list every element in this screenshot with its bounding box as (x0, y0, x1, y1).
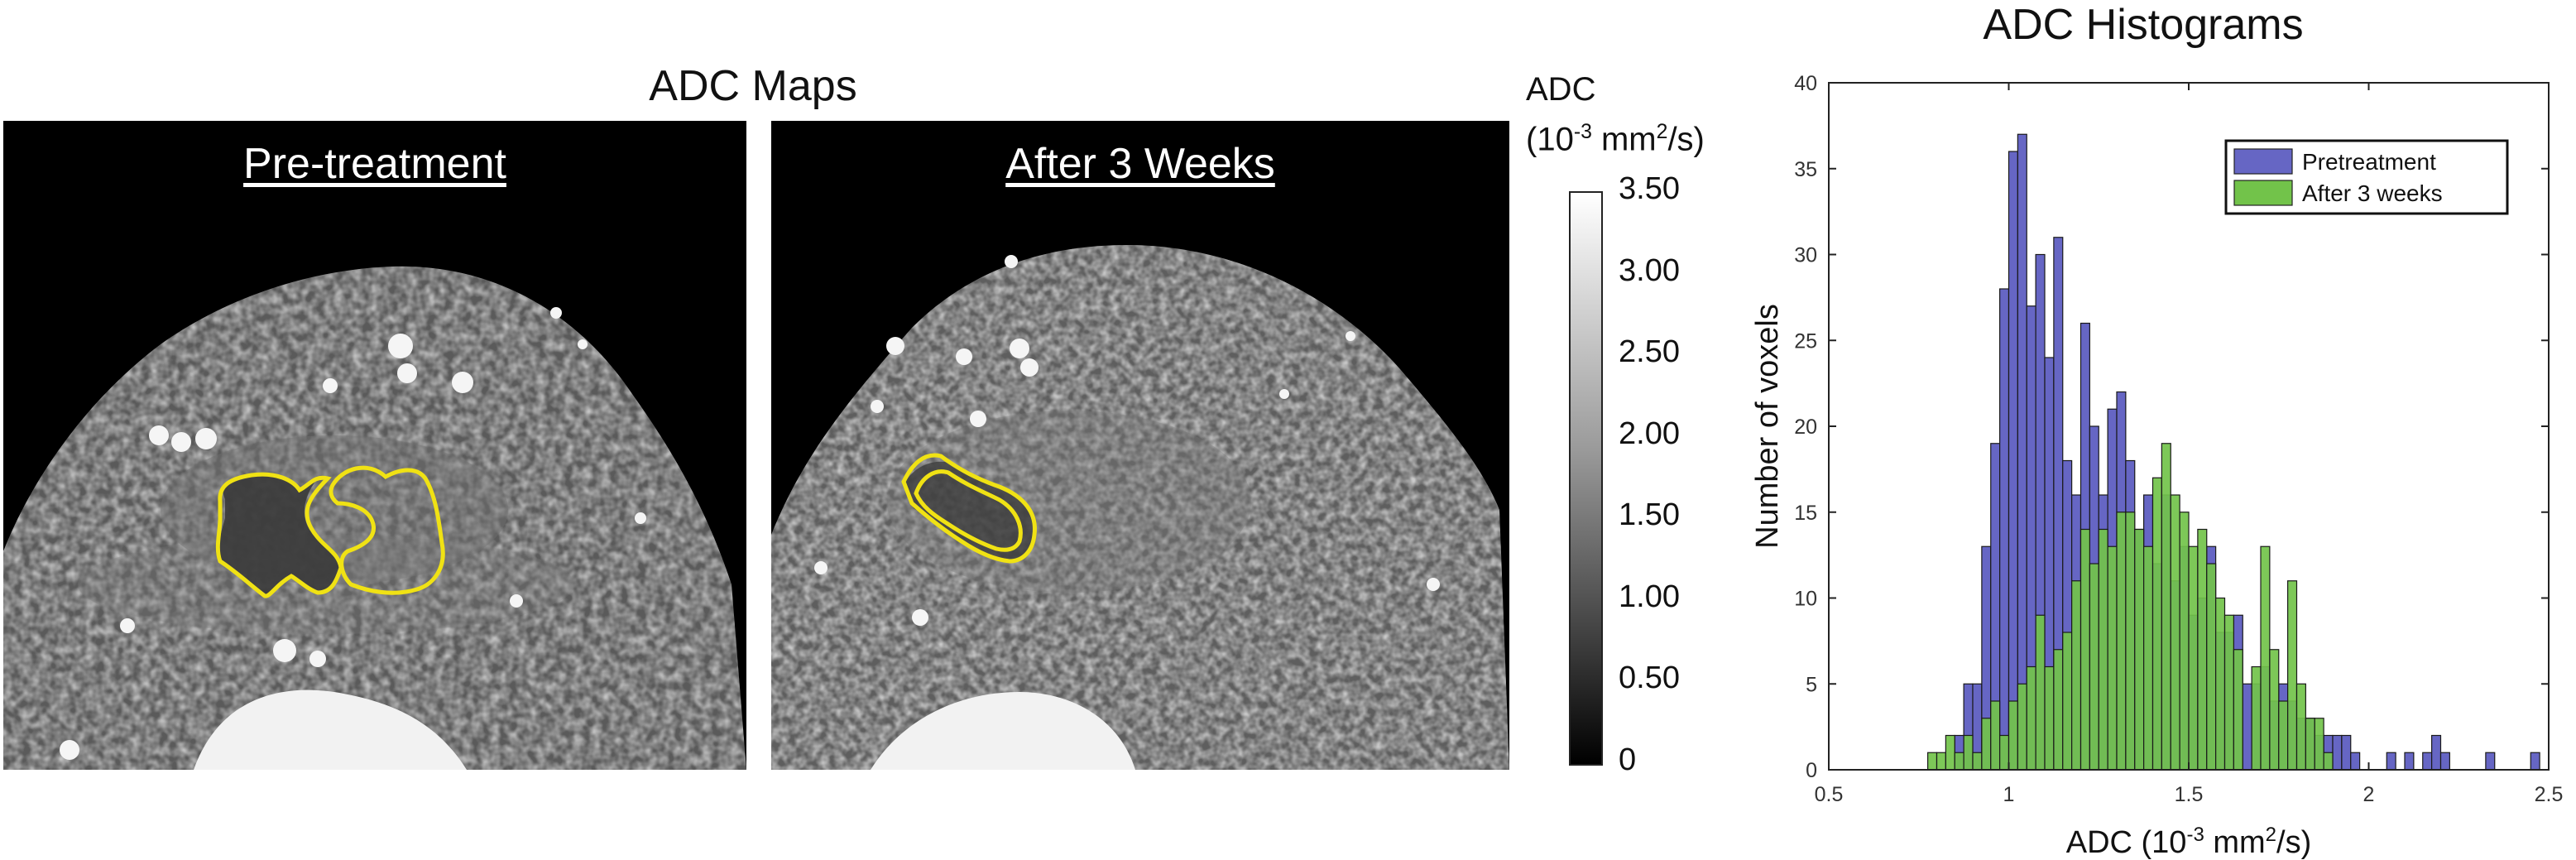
histogram-bar (1945, 734, 1955, 771)
histogram-bar (2223, 614, 2234, 771)
histogram-bar (2485, 752, 2496, 771)
histogram-bar (2251, 665, 2262, 771)
x-tick-label: 1 (2003, 783, 2015, 806)
histogram-bar (1990, 700, 2001, 771)
colorbar-title-line1: ADC (1526, 71, 1596, 108)
histogram-bar (1972, 752, 1983, 771)
legend-label: After 3 weeks (2302, 180, 2443, 206)
colorbar-tick-label: 0 (1619, 742, 1637, 777)
histogram-bar (2116, 512, 2127, 771)
y-tick-label: 20 (1794, 416, 1817, 439)
x-tick-label: 0.5 (1815, 783, 1844, 806)
histogram-bar (2332, 734, 2343, 771)
histogram-bar (2439, 752, 2450, 771)
y-tick-label: 35 (1794, 158, 1817, 181)
histogram-bar (2071, 580, 2082, 771)
y-tick-label: 25 (1794, 329, 1817, 353)
histogram-bar (2017, 683, 2027, 771)
histogram-bar (2089, 563, 2099, 771)
histogram-bar (1981, 718, 1992, 771)
histogram-bar (2269, 649, 2280, 771)
histogram-bar (2188, 545, 2199, 771)
histogram-bar (1963, 734, 1974, 771)
histogram-bar (2422, 752, 2433, 771)
x-tick-label: 2 (2363, 783, 2375, 806)
histogram-bar (2107, 545, 2118, 771)
histogram-bar (2242, 683, 2252, 771)
colorbar-tick-label: 3.50 (1619, 171, 1680, 206)
histogram-bar (2386, 752, 2396, 771)
colorbar-tick-label: 2.00 (1619, 416, 1680, 451)
pretreatment-map-image (3, 121, 746, 770)
y-tick-label: 30 (1794, 244, 1817, 267)
histogram-bar (2431, 734, 2442, 771)
histogram-bar (2197, 528, 2208, 771)
histogram-bar (2305, 718, 2315, 771)
histogram-bar (2125, 512, 2136, 771)
after-3-weeks-label: After 3 Weeks (1005, 140, 1275, 188)
histogram-bar (2035, 614, 2046, 771)
histogram-bar (2233, 649, 2243, 771)
histogram-bar (1999, 734, 2010, 771)
colorbar-tick-label: 0.50 (1619, 661, 1680, 696)
histogram-bar (2170, 494, 2180, 771)
histogram-bar (2295, 683, 2306, 771)
histogram-bar (2134, 528, 2145, 771)
histogram-bar (2053, 649, 2064, 771)
pretreatment-adc-map: Pre-treatment (3, 121, 746, 770)
histogram-bar (2215, 597, 2226, 771)
legend-label: Pretreatment (2302, 149, 2436, 175)
y-tick-label: 40 (1794, 72, 1817, 95)
histogram-bar (2044, 665, 2055, 771)
histogram-bar (2323, 752, 2334, 771)
colorbar-tick-label: 3.00 (1619, 252, 1680, 288)
y-tick-label: 10 (1794, 588, 1817, 611)
colorbar-gradient (1569, 191, 1603, 766)
histogram-bar (2017, 133, 2027, 771)
histogram-bar (2530, 752, 2540, 771)
colorbar-tick-label: 2.50 (1619, 334, 1680, 370)
histogram-bar (2098, 528, 2108, 771)
histogram-bar (1927, 752, 1938, 771)
histogram-bar (2151, 477, 2162, 771)
histogram-bar (2080, 528, 2090, 771)
histogram-bar (1954, 752, 1964, 771)
histogram-bar (2206, 563, 2217, 771)
y-tick-label: 5 (1806, 673, 1817, 696)
y-tick-label: 15 (1794, 502, 1817, 525)
histogram-bar (2062, 632, 2073, 771)
after-3-weeks-map-image (771, 121, 1509, 770)
histogram-bar (2350, 752, 2361, 771)
histogram-bar (2278, 700, 2289, 771)
adc-histogram-chart: 0 5 10 15 20 25 30 35 40 0.5 1 1.5 2 2.5 Number of vox… (1750, 72, 2564, 860)
histogram-bar (2008, 700, 2018, 771)
histogram-bar (2287, 580, 2298, 771)
y-axis-label: Number of voxels (1750, 304, 1785, 549)
histogram-bar (2026, 665, 2036, 771)
legend-swatch (2233, 148, 2293, 175)
histogram-bar (2143, 545, 2154, 771)
histogram-bar (2161, 443, 2171, 771)
colorbar-title-line2: (10-3 mm2/s) (1526, 121, 1705, 158)
pretreatment-label: Pre-treatment (243, 140, 506, 188)
legend-swatch (2233, 180, 2293, 206)
after-3-weeks-adc-map: After 3 Weeks (771, 121, 1509, 770)
histogram-title: ADC Histograms (1983, 1, 2304, 49)
colorbar-title: ADC (10-3 mm2/s) (1526, 68, 1705, 161)
colorbar-tick-label: 1.50 (1619, 497, 1680, 533)
x-axis-label: ADC (10-3 mm2/s) (2066, 824, 2312, 860)
histogram-bar (2314, 718, 2324, 771)
histogram-bar (2260, 545, 2271, 771)
histogram-bar (1936, 752, 1946, 771)
histogram-bar (2179, 512, 2190, 771)
x-tick-label: 2.5 (2535, 783, 2564, 806)
histogram-bar (2008, 151, 2018, 771)
maps-title: ADC Maps (649, 62, 857, 110)
x-tick-label: 1.5 (2175, 783, 2204, 806)
y-tick-label: 0 (1806, 759, 1817, 782)
histogram-bar (2404, 752, 2415, 771)
histogram-bar (2341, 734, 2352, 771)
colorbar-tick-label: 1.00 (1619, 579, 1680, 614)
histogram-bar (1999, 288, 2010, 771)
